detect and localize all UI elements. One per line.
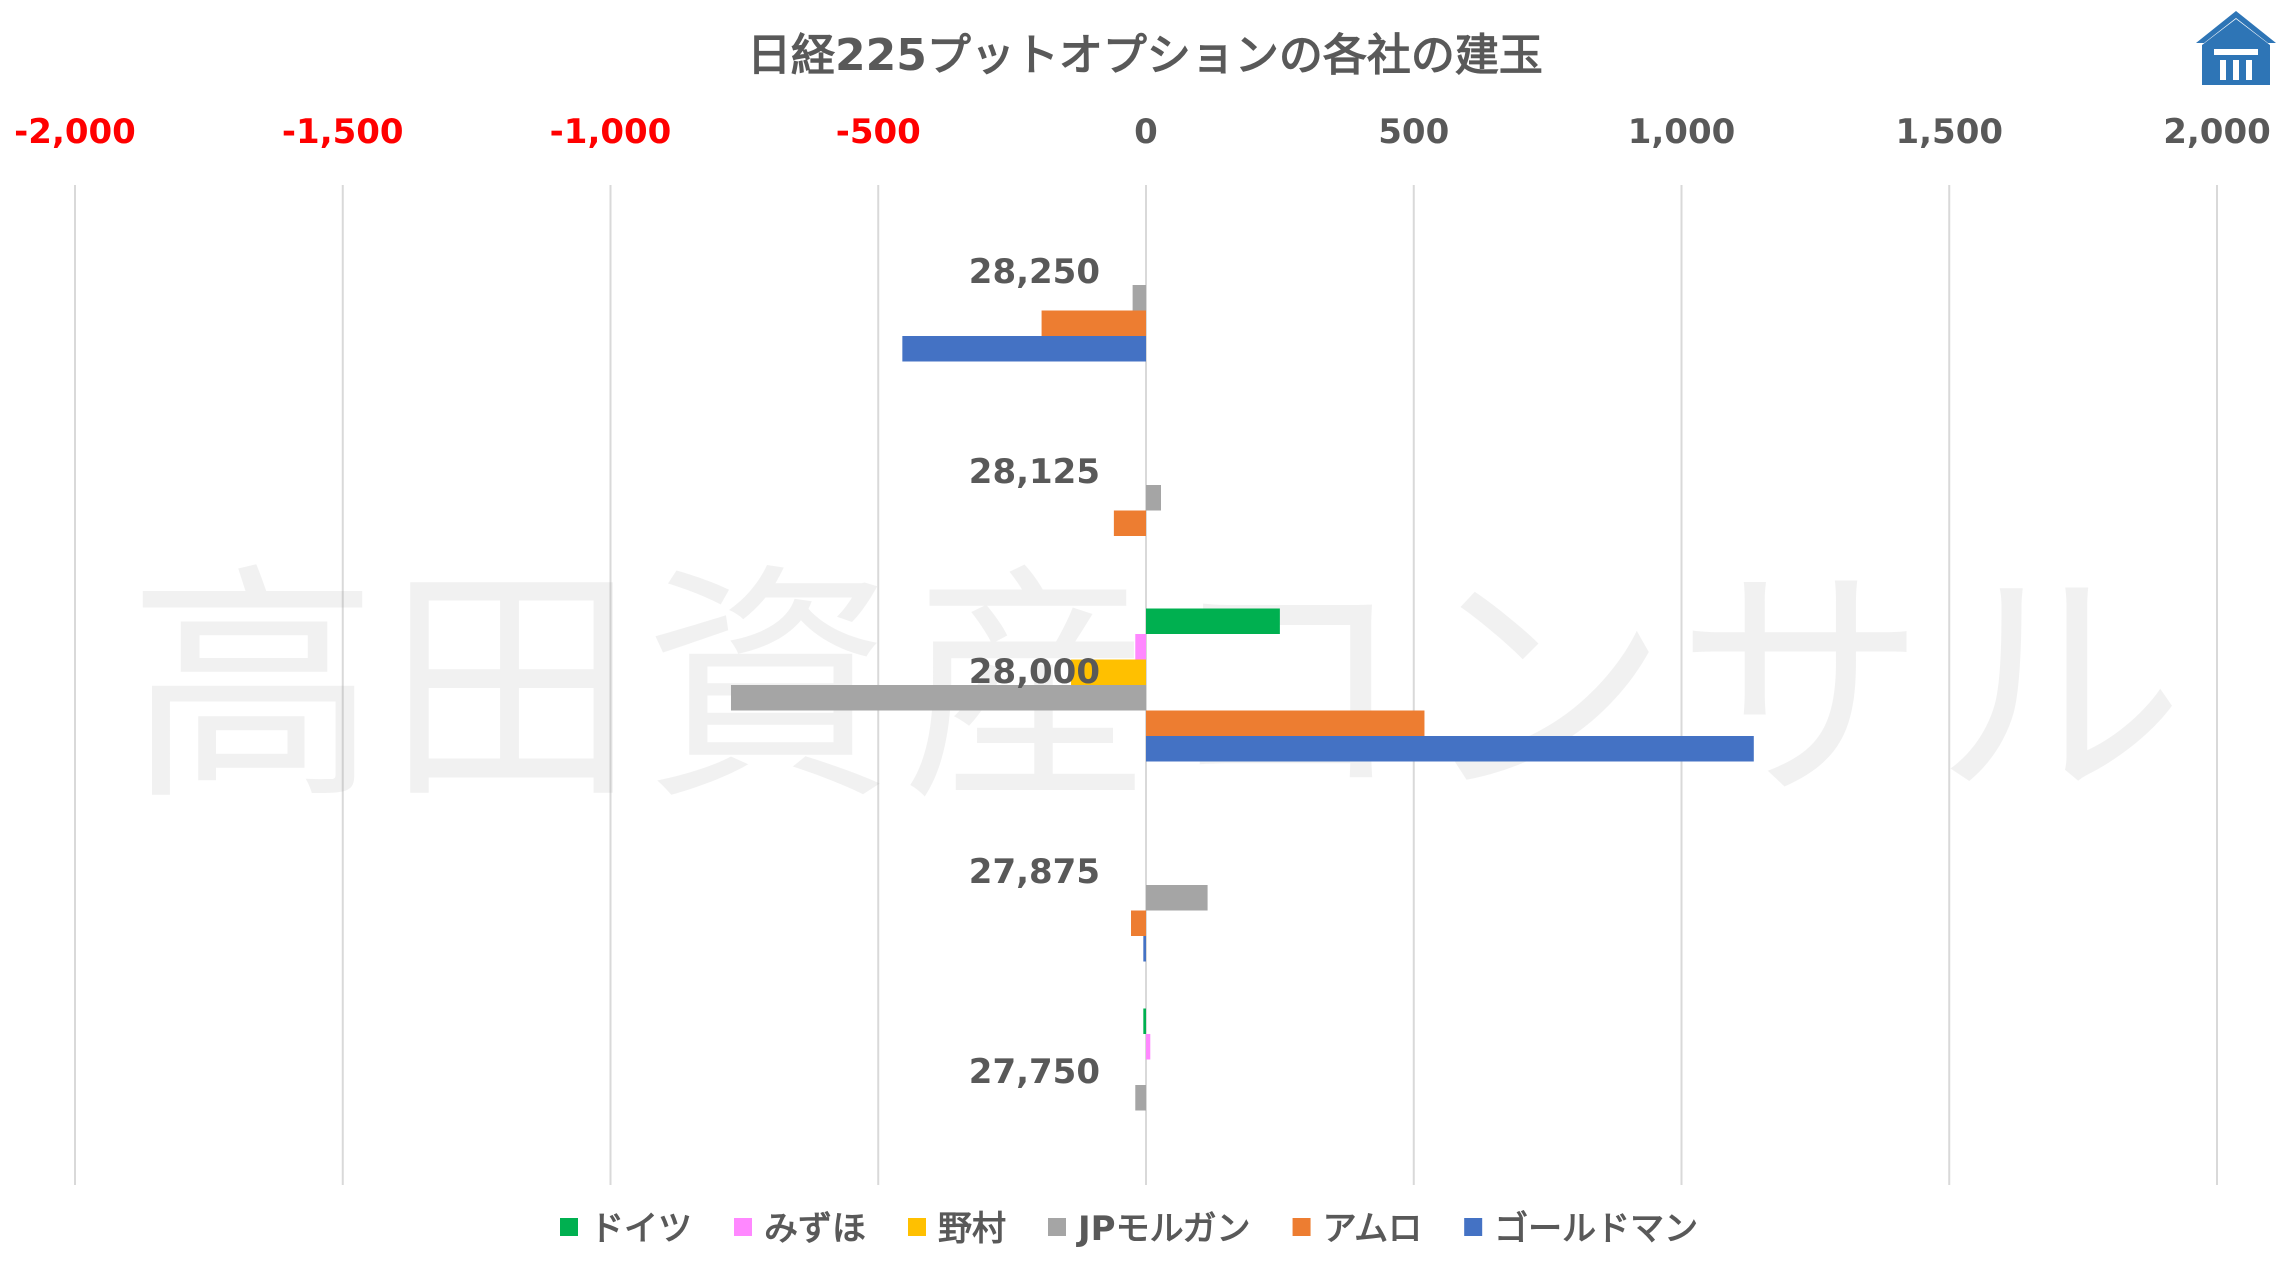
x-tick-label: -500 <box>836 112 921 152</box>
x-tick-label: 1,000 <box>1628 112 1736 152</box>
legend-swatch <box>1292 1218 1311 1236</box>
logo-col-mid <box>2233 60 2239 80</box>
legend-label: JPモルガン <box>1076 1209 1251 1249</box>
category-label: 28,000 <box>969 652 1100 692</box>
bar <box>1143 936 1146 962</box>
legend-label: ドイツ <box>590 1209 692 1249</box>
bar <box>1135 1085 1146 1111</box>
category-label: 27,875 <box>969 852 1100 892</box>
legend-swatch <box>1464 1218 1483 1236</box>
bar <box>730 685 1146 711</box>
bar <box>1143 1008 1146 1034</box>
logo-roof <box>2196 11 2276 43</box>
x-tick-label: 2,000 <box>2163 112 2271 152</box>
legend-label: みずほ <box>764 1209 866 1249</box>
legend-label: ゴールドマン <box>1494 1209 1698 1249</box>
bar <box>1041 310 1146 336</box>
x-tick-label: -2,000 <box>14 112 136 152</box>
bar <box>1146 1034 1151 1060</box>
logo-col-right <box>2246 60 2252 80</box>
x-tick-label: -1,000 <box>550 112 672 152</box>
category-label: 28,250 <box>969 252 1100 292</box>
x-axis-ticks: -2,000 -1,500 -1,000 -500 0 500 1,000 1,500 2,00… <box>14 112 2271 152</box>
x-tick-label: 0 <box>1134 112 1158 152</box>
legend-swatch <box>560 1218 578 1236</box>
legend-swatch <box>908 1218 926 1236</box>
bar <box>1071 659 1146 685</box>
bar <box>1146 885 1208 911</box>
bar <box>1132 285 1146 311</box>
legend-swatch <box>1048 1218 1066 1236</box>
x-tick-label: 500 <box>1378 112 1449 152</box>
x-tick-label: -1,500 <box>282 112 404 152</box>
watermark-text: 高田資産コンサル <box>128 543 2192 834</box>
category-label: 27,750 <box>969 1052 1100 1092</box>
bar <box>1113 510 1146 536</box>
x-tick-label: 1,500 <box>1895 112 2003 152</box>
chart-title: 日経225プットオプションの各社の建玉 <box>747 30 1543 81</box>
legend-label: 野村 <box>938 1209 1006 1249</box>
bars <box>730 285 1754 1111</box>
legend: ドイツ みずほ 野村 JPモルガン アムロ ゴールドマン <box>560 1209 1698 1249</box>
bar <box>1135 634 1146 660</box>
logo <box>2196 11 2276 85</box>
legend-swatch <box>734 1218 752 1236</box>
logo-bar <box>2214 49 2258 55</box>
category-label: 28,125 <box>969 452 1100 492</box>
bar <box>1146 736 1754 762</box>
bar <box>1131 910 1146 936</box>
bar <box>1146 608 1280 634</box>
bar <box>1146 710 1425 736</box>
bar <box>1146 485 1161 511</box>
logo-col-left <box>2220 60 2226 80</box>
category-labels: 28,250 28,125 28,000 27,875 27,750 <box>969 252 1100 1092</box>
legend-label: アムロ <box>1323 1209 1423 1249</box>
bar <box>902 336 1146 362</box>
